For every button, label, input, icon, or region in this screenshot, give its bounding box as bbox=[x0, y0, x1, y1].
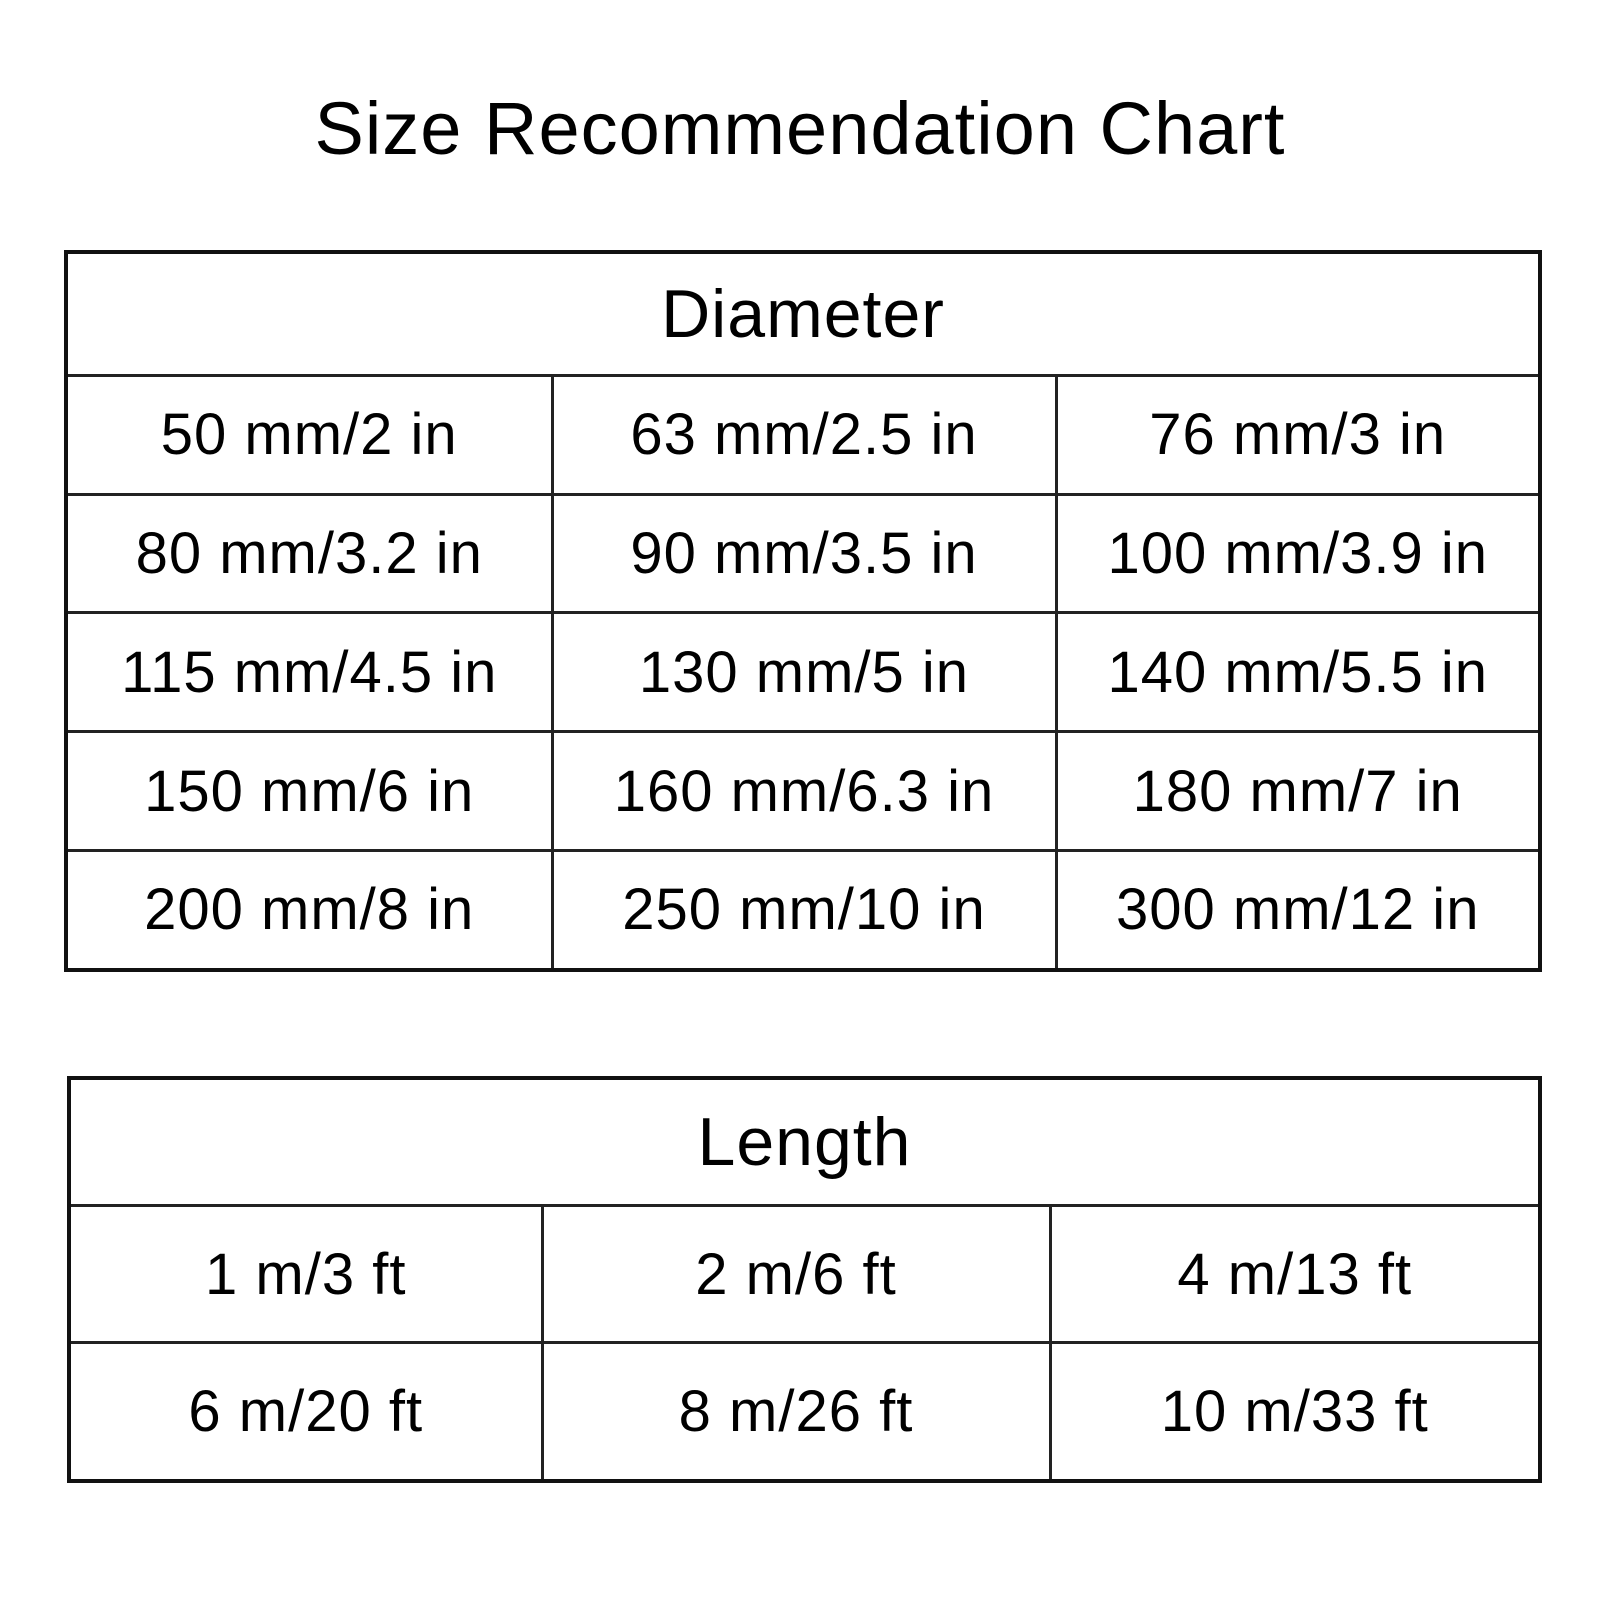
table-cell: 180 mm/7 in bbox=[1054, 730, 1542, 852]
table-cell: 300 mm/12 in bbox=[1054, 848, 1542, 972]
table-row: 1 m/3 ft 2 m/6 ft 4 m/13 ft bbox=[67, 1203, 1542, 1345]
diameter-table: Diameter 50 mm/2 in 63 mm/2.5 in 76 mm/3 i… bbox=[64, 250, 1542, 972]
table-cell: 100 mm/3.9 in bbox=[1054, 492, 1542, 615]
table-cell: 50 mm/2 in bbox=[64, 374, 554, 496]
table-cell: 160 mm/6.3 in bbox=[550, 730, 1058, 852]
table-row: 80 mm/3.2 in 90 mm/3.5 in 100 mm/3.9 in bbox=[64, 492, 1542, 615]
table-cell: 90 mm/3.5 in bbox=[550, 492, 1058, 615]
table-cell: 250 mm/10 in bbox=[550, 848, 1058, 972]
title: Size Recommendation Chart bbox=[314, 87, 1286, 170]
table-cell: 80 mm/3.2 in bbox=[64, 492, 554, 615]
table-row: 200 mm/8 in 250 mm/10 in 300 mm/12 in bbox=[64, 848, 1542, 972]
table-cell: 6 m/20 ft bbox=[67, 1341, 544, 1483]
table-cell: 140 mm/5.5 in bbox=[1054, 611, 1542, 734]
table-row: 150 mm/6 in 160 mm/6.3 in 180 mm/7 in bbox=[64, 730, 1542, 852]
table-cell: 10 m/33 ft bbox=[1048, 1341, 1542, 1483]
table-cell: 1 m/3 ft bbox=[67, 1203, 544, 1345]
table-row: 6 m/20 ft 8 m/26 ft 10 m/33 ft bbox=[67, 1341, 1542, 1483]
table-cell: 200 mm/8 in bbox=[64, 848, 554, 972]
table-cell: 150 mm/6 in bbox=[64, 730, 554, 852]
table-cell: 115 mm/4.5 in bbox=[64, 611, 554, 734]
table-header: Length bbox=[67, 1076, 1542, 1207]
table-cell: 2 m/6 ft bbox=[540, 1203, 1052, 1345]
length-table: Length 1 m/3 ft 2 m/6 ft 4 m/13 ft 6 m/20 f… bbox=[67, 1076, 1543, 1483]
table-cell: 8 m/26 ft bbox=[540, 1341, 1052, 1483]
table-header: Diameter bbox=[64, 250, 1542, 377]
table-row: 50 mm/2 in 63 mm/2.5 in 76 mm/3 in bbox=[64, 374, 1542, 496]
table-cell: 130 mm/5 in bbox=[550, 611, 1058, 734]
table-cell: 4 m/13 ft bbox=[1048, 1203, 1542, 1345]
table-row: 115 mm/4.5 in 130 mm/5 in 140 mm/5.5 in bbox=[64, 611, 1542, 734]
table-cell: 76 mm/3 in bbox=[1054, 374, 1542, 496]
table-cell: 63 mm/2.5 in bbox=[550, 374, 1058, 496]
